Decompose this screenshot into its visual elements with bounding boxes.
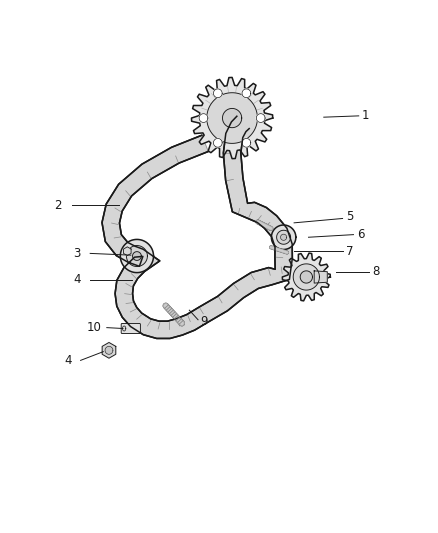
Polygon shape (277, 230, 290, 244)
Polygon shape (242, 139, 251, 147)
Text: 8: 8 (372, 265, 380, 278)
Polygon shape (124, 247, 131, 256)
Polygon shape (281, 234, 287, 240)
Polygon shape (293, 264, 319, 290)
Polygon shape (102, 343, 116, 358)
Polygon shape (102, 116, 292, 338)
Polygon shape (213, 89, 222, 98)
Polygon shape (242, 89, 251, 98)
Text: 3: 3 (74, 247, 81, 260)
Polygon shape (199, 114, 208, 123)
FancyBboxPatch shape (121, 324, 141, 334)
Polygon shape (300, 271, 312, 283)
Polygon shape (123, 326, 126, 331)
Polygon shape (272, 225, 296, 249)
Polygon shape (256, 114, 265, 123)
Text: 2: 2 (54, 199, 61, 212)
Polygon shape (127, 246, 148, 266)
Polygon shape (133, 252, 141, 261)
Polygon shape (213, 139, 222, 147)
Text: 10: 10 (86, 321, 101, 334)
Text: 5: 5 (346, 210, 353, 223)
Polygon shape (105, 346, 113, 354)
Polygon shape (207, 93, 258, 143)
Polygon shape (191, 77, 273, 159)
Polygon shape (223, 108, 242, 128)
Text: 7: 7 (346, 245, 354, 258)
Text: 6: 6 (357, 228, 365, 241)
Polygon shape (120, 239, 153, 272)
Text: 4: 4 (73, 273, 81, 286)
Polygon shape (314, 271, 327, 283)
Text: 4: 4 (65, 354, 72, 367)
Text: 9: 9 (200, 314, 208, 328)
Text: 1: 1 (361, 109, 369, 123)
Polygon shape (283, 253, 330, 301)
